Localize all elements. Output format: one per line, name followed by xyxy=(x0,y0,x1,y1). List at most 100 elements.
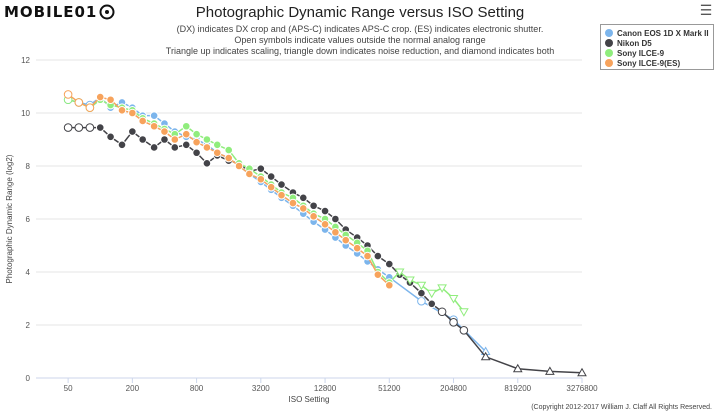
data-point xyxy=(512,363,523,373)
data-point xyxy=(417,288,426,298)
data-point xyxy=(437,307,447,317)
x-axis-label: ISO Setting xyxy=(289,395,330,404)
data-point xyxy=(234,161,244,171)
data-point xyxy=(95,92,105,102)
data-point xyxy=(192,129,201,139)
legend-item-sony9[interactable]: Sony ILCE-9 xyxy=(605,48,709,58)
legend-marker-icon xyxy=(605,29,613,37)
data-point xyxy=(373,270,383,279)
data-point xyxy=(373,251,383,261)
data-point xyxy=(202,143,212,152)
legend-item-sony9es[interactable]: Sony ILCE-9(ES) xyxy=(605,58,709,68)
data-point xyxy=(309,201,318,211)
data-point xyxy=(459,326,469,335)
x-tick-label: 204800 xyxy=(440,384,467,393)
data-point xyxy=(352,243,362,253)
data-point xyxy=(181,121,191,131)
data-point xyxy=(309,212,318,221)
data-point xyxy=(448,295,459,304)
data-point xyxy=(331,214,340,224)
data-point xyxy=(192,148,201,158)
data-point xyxy=(459,308,469,317)
data-point xyxy=(181,129,191,139)
data-point xyxy=(212,148,222,158)
legend-item-canon[interactable]: Canon EOS 1D X Mark II xyxy=(605,28,709,38)
y-tick-label: 4 xyxy=(26,268,31,277)
data-point xyxy=(288,198,298,208)
data-point xyxy=(449,318,458,327)
site-logo: MOBILE01 xyxy=(4,2,115,22)
data-point xyxy=(577,367,587,377)
hamburger-icon[interactable]: ☰ xyxy=(699,2,713,18)
data-point xyxy=(149,143,159,152)
y-tick-label: 12 xyxy=(21,56,30,65)
data-point xyxy=(63,90,73,99)
x-tick-label: 50 xyxy=(64,384,73,393)
data-point xyxy=(331,227,340,237)
data-point xyxy=(181,140,191,150)
series-line xyxy=(67,98,465,313)
data-point xyxy=(298,204,308,213)
y-tick-label: 0 xyxy=(26,374,31,383)
data-point xyxy=(416,281,427,291)
subtitle-line: Triangle up indicates scaling, triangle … xyxy=(165,46,555,56)
legend-label: Sony ILCE-9 xyxy=(617,48,665,58)
data-point xyxy=(160,127,169,136)
data-point xyxy=(74,98,84,107)
chart-subtitle: (DX) indicates DX crop and (APS-C) indic… xyxy=(0,24,720,57)
data-point xyxy=(341,235,351,245)
data-point xyxy=(138,135,147,144)
data-point xyxy=(405,276,415,285)
data-point xyxy=(363,251,372,261)
data-point xyxy=(85,123,95,132)
y-tick-label: 10 xyxy=(21,109,30,118)
data-point xyxy=(202,135,212,144)
data-point xyxy=(320,206,330,216)
data-point xyxy=(256,174,266,184)
data-point xyxy=(394,268,405,278)
x-tick-label: 3276800 xyxy=(566,384,598,393)
x-tick-label: 51200 xyxy=(378,384,401,393)
x-tick-label: 800 xyxy=(190,384,204,393)
data-point xyxy=(480,351,491,361)
data-point xyxy=(427,299,437,309)
data-point xyxy=(63,123,73,132)
data-point xyxy=(417,296,426,306)
x-tick-label: 12800 xyxy=(314,384,337,393)
data-point xyxy=(117,106,127,115)
legend-item-nikon[interactable]: Nikon D5 xyxy=(605,38,709,48)
logo-mark-icon xyxy=(99,4,115,20)
data-point xyxy=(138,116,147,126)
chart-title: Photographic Dynamic Range versus ISO Se… xyxy=(195,4,525,21)
data-point xyxy=(74,123,84,132)
logo-text: MOBILE01 xyxy=(4,3,98,21)
legend-label: Canon EOS 1D X Mark II xyxy=(617,28,709,38)
data-point xyxy=(192,137,201,147)
data-point xyxy=(149,121,159,131)
data-point xyxy=(128,108,137,118)
data-point xyxy=(202,159,212,168)
data-point xyxy=(170,143,180,152)
series-line xyxy=(67,93,390,286)
legend-marker-icon xyxy=(605,49,613,57)
legend-marker-icon xyxy=(605,59,613,67)
subtitle-line: (DX) indicates DX crop and (APS-C) indic… xyxy=(176,24,544,34)
data-point xyxy=(117,140,127,150)
data-point xyxy=(256,164,266,173)
data-point xyxy=(160,135,169,144)
chart-legend: Canon EOS 1D X Mark II Nikon D5 Sony ILC… xyxy=(600,24,714,70)
data-point xyxy=(224,153,234,163)
data-point xyxy=(298,193,308,203)
x-tick-label: 200 xyxy=(126,384,140,393)
x-tick-label: 3200 xyxy=(252,384,270,393)
subtitle-line: Open symbols indicate values outside the… xyxy=(234,35,486,45)
data-point xyxy=(95,123,105,132)
y-tick-label: 6 xyxy=(26,215,31,224)
data-point xyxy=(426,289,437,299)
data-point xyxy=(245,169,254,179)
y-tick-label: 2 xyxy=(26,321,31,330)
data-point xyxy=(128,127,137,136)
data-point xyxy=(545,366,555,375)
data-point xyxy=(320,220,330,229)
data-point xyxy=(85,103,95,112)
